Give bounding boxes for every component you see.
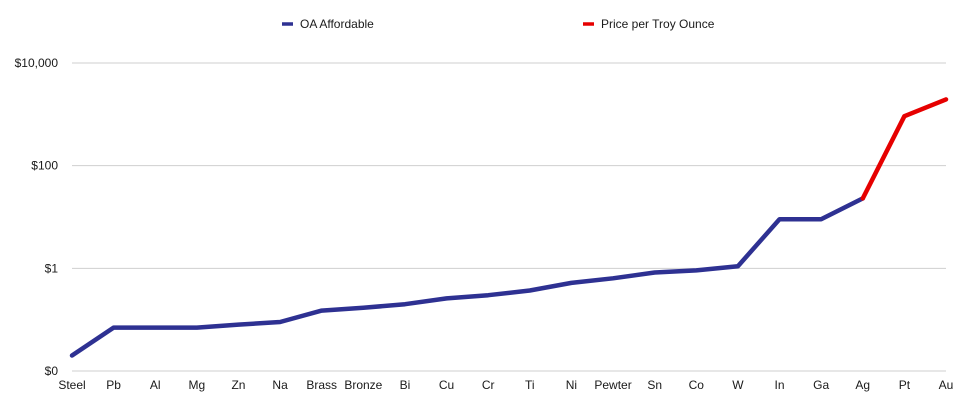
legend-label: OA Affordable [300,17,374,31]
x-tick-label: Co [689,378,705,392]
x-tick-label: Au [939,378,954,392]
x-tick-label: Steel [58,378,85,392]
legend: OA Affordable Price per Troy Ounce [282,17,715,31]
x-tick-label: Bronze [344,378,382,392]
x-tick-label: Al [150,378,161,392]
legend-label: Price per Troy Ounce [601,17,715,31]
x-tick-label: W [732,378,744,392]
x-tick-label: Ga [813,378,829,392]
x-tick-label: Ni [566,378,577,392]
x-tick-label: Brass [306,378,337,392]
x-tick-label: Cu [439,378,454,392]
y-tick-label: $100 [31,159,58,173]
series-line-1 [860,97,949,201]
x-tick-label: Mg [189,378,206,392]
x-tick-label: In [775,378,785,392]
y-tick-label: $10,000 [15,56,59,70]
x-tick-label: Zn [231,378,245,392]
x-axis-ticks: Steel Pb Al Mg Zn Na Brass Bronze Bi Cu Cr Ti Ni Pewt… [58,378,953,392]
x-tick-label: Pt [899,378,911,392]
series-lines [69,97,949,358]
y-tick-label: $0 [45,364,59,378]
x-tick-label: Cr [482,378,495,392]
gridlines [72,62,946,372]
x-tick-label: Sn [647,378,662,392]
y-tick-label: $1 [45,261,59,275]
x-tick-label: Na [272,378,288,392]
series-line-0 [69,196,866,358]
x-tick-label: Pb [106,378,121,392]
y-axis-ticks: $0 $1 $100 $10,000 [15,56,59,378]
x-tick-label: Ag [855,378,870,392]
x-tick-label: Pewter [594,378,631,392]
x-tick-label: Ti [525,378,535,392]
x-tick-label: Bi [400,378,411,392]
